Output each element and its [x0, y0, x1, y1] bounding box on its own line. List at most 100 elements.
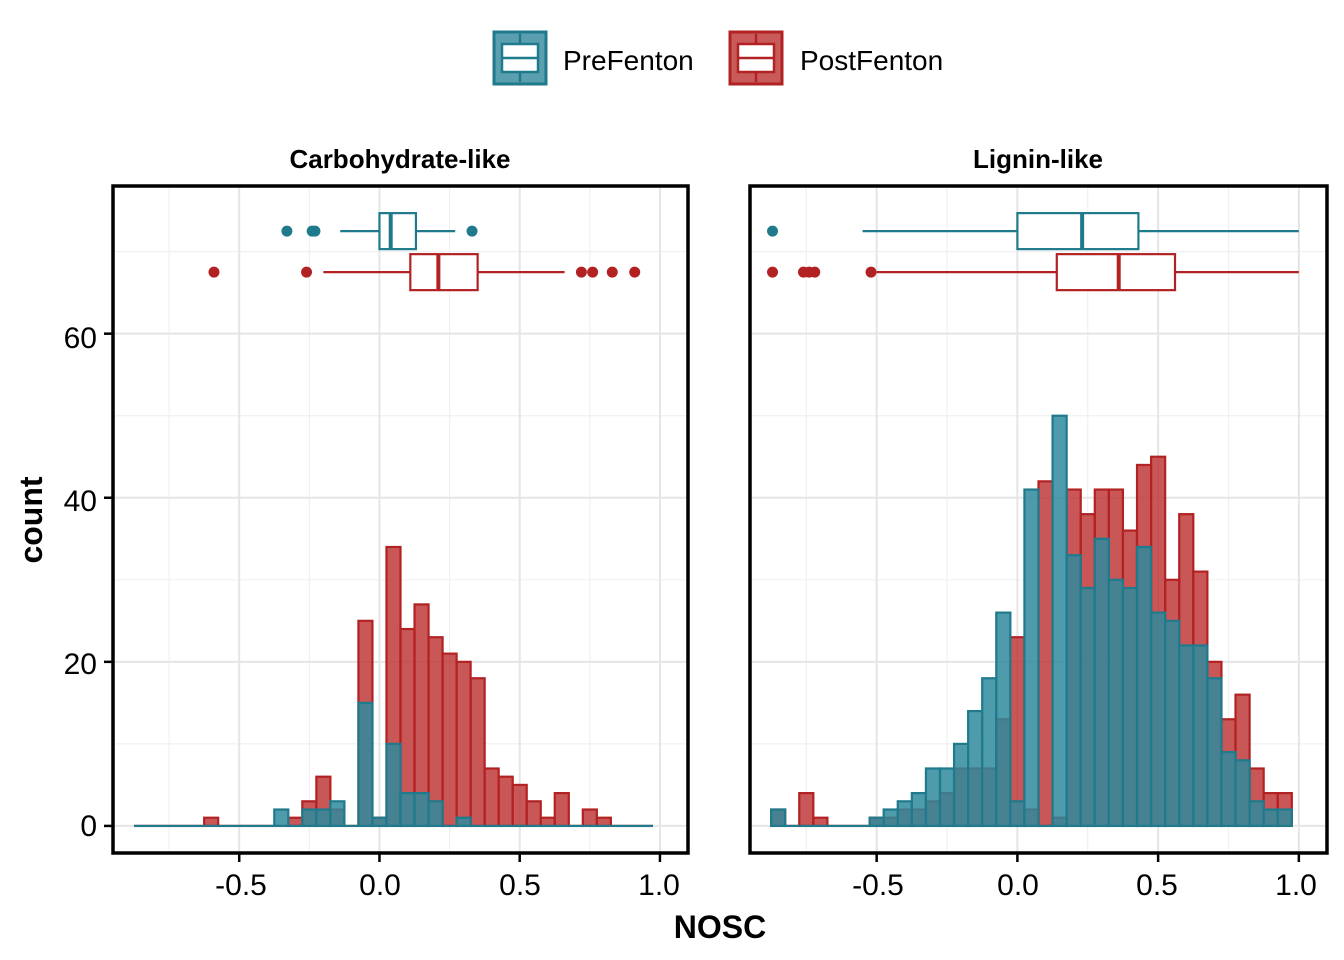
prefenton-bar — [1149, 611, 1167, 828]
prefenton-boxplot-outlier — [466, 225, 478, 237]
prefenton-bar — [952, 742, 970, 828]
legend-key-postfenton — [728, 30, 784, 86]
prefenton-bar — [315, 808, 332, 828]
prefenton-bar — [1192, 644, 1209, 828]
legend: PreFenton PostFenton — [492, 30, 943, 86]
postfenton-boxplot-box — [409, 253, 479, 292]
prefenton-bar — [938, 767, 956, 828]
prefenton-bar — [1107, 578, 1125, 828]
x-axis-ticks-left: -0.5 0.0 0.5 1.0 — [215, 869, 680, 902]
prefenton-bar — [1093, 537, 1110, 828]
panel-border — [111, 184, 690, 855]
legend-label-postfenton: PostFenton — [800, 45, 943, 76]
y-tick-label: 60 — [64, 322, 97, 355]
panel-title-carbohydrate: Carbohydrate-like — [289, 144, 510, 174]
prefenton-bar — [1164, 619, 1181, 828]
postfenton-bar — [1009, 636, 1026, 828]
prefenton-bar — [995, 611, 1012, 828]
postfenton-boxplot-box — [1055, 253, 1177, 292]
prefenton-bar — [301, 808, 318, 828]
y-axis-ticks: 0 20 40 60 — [64, 322, 97, 843]
x-tick-label: -0.5 — [852, 869, 904, 902]
postfenton-bar — [812, 816, 829, 828]
postfenton-bar — [511, 783, 528, 828]
postfenton-boxplot-outlier — [629, 266, 641, 278]
prefenton-bar — [413, 792, 430, 828]
prefenton-bar — [868, 816, 885, 828]
postfenton-boxplot-outlier — [587, 266, 599, 278]
prefenton-bar — [1248, 800, 1265, 828]
prefenton-bar — [1023, 488, 1040, 828]
prefenton-boxplot-outlier — [309, 225, 321, 237]
prefenton-bar — [1121, 586, 1139, 828]
postfenton-boxplot-outlier — [767, 266, 779, 278]
prefenton-boxplot-box — [1016, 212, 1140, 251]
postfenton-bar — [525, 800, 542, 828]
x-tick-label: 0.5 — [1136, 869, 1178, 902]
postfenton-bar — [581, 808, 598, 828]
prefenton-bar — [967, 709, 984, 828]
prefenton-boxplot-outlier — [281, 225, 293, 237]
postfenton-boxplot-outlier — [606, 266, 618, 278]
postfenton-bar — [483, 767, 500, 828]
prefenton-boxplot-outlier — [767, 225, 779, 237]
prefenton-bar — [981, 677, 998, 828]
x-axis-ticks-right: -0.5 0.0 0.5 1.0 — [852, 869, 1317, 902]
y-tick-label: 20 — [64, 648, 97, 681]
prefenton-bar — [1276, 808, 1293, 828]
prefenton-bar — [427, 800, 444, 828]
prefenton-bar — [910, 792, 928, 828]
x-tick-label: -0.5 — [215, 869, 267, 902]
legend-key-prefenton — [492, 30, 548, 86]
postfenton-bar — [497, 775, 514, 828]
postfenton-boxplot-outlier — [575, 266, 587, 278]
prefenton-bar — [770, 808, 787, 828]
prefenton-bar — [882, 808, 899, 828]
prefenton-bar — [399, 792, 416, 828]
prefenton-bar — [896, 800, 913, 828]
prefenton-bar — [1051, 414, 1068, 828]
panel-title-lignin: Lignin-like — [973, 144, 1103, 174]
prefenton-bar — [924, 767, 942, 828]
postfenton-bar — [455, 660, 472, 828]
x-tick-label: 0.0 — [997, 869, 1039, 902]
prefenton-bar — [1009, 800, 1026, 828]
panel-lignin — [748, 184, 1329, 862]
panel-border — [748, 184, 1329, 855]
prefenton-bar — [1234, 759, 1251, 828]
prefenton-bar — [1135, 545, 1153, 828]
prefenton-bar — [1178, 644, 1195, 828]
prefenton-bar — [1206, 677, 1223, 828]
postfenton-bar — [595, 816, 612, 828]
prefenton-bar — [329, 800, 346, 828]
panel-carbohydrate — [104, 184, 690, 862]
x-tick-label: 0.0 — [359, 869, 401, 902]
postfenton-bar — [539, 816, 556, 828]
postfenton-bar — [1037, 480, 1054, 828]
prefenton-boxplot-box — [378, 212, 418, 251]
prefenton-bar — [1262, 808, 1279, 828]
postfenton-bar — [553, 792, 570, 828]
postfenton-boxplot-outlier — [208, 266, 220, 278]
postfenton-boxplot-outlier — [865, 266, 877, 278]
postfenton-bar — [441, 652, 458, 828]
postfenton-bar — [287, 816, 304, 828]
postfenton-boxplot-outlier — [301, 266, 313, 278]
postfenton-bar — [798, 792, 815, 828]
prefenton-bar — [1220, 750, 1237, 828]
x-tick-label: 1.0 — [1275, 869, 1317, 902]
x-tick-label: 0.5 — [499, 869, 541, 902]
prefenton-bar — [385, 742, 402, 828]
prefenton-bar — [357, 701, 374, 828]
x-axis-title: NOSC — [674, 909, 766, 945]
prefenton-bar — [371, 816, 388, 828]
y-tick-label: 0 — [80, 810, 97, 843]
y-tick-label: 40 — [64, 485, 97, 518]
postfenton-bar — [203, 816, 220, 828]
postfenton-boxplot-outlier — [809, 266, 821, 278]
y-axis-title: count — [13, 476, 49, 563]
prefenton-bar — [1065, 554, 1082, 828]
legend-label-prefenton: PreFenton — [563, 45, 694, 76]
postfenton-bar — [427, 636, 444, 828]
